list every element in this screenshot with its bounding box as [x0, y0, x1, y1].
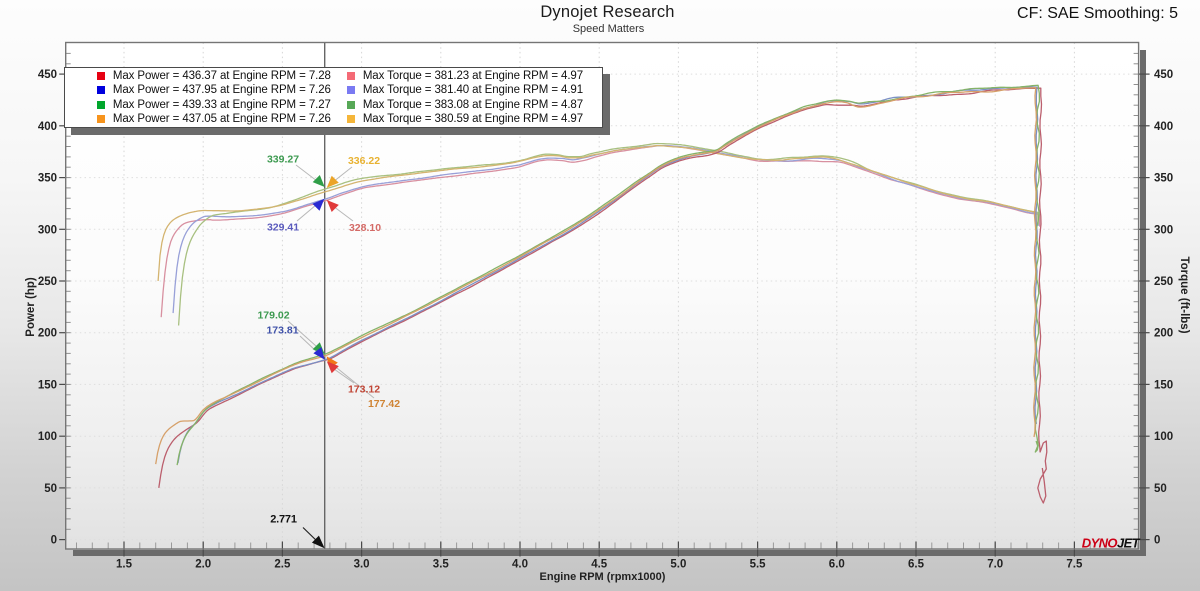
- svg-text:339.27: 339.27: [267, 154, 299, 166]
- svg-text:4.0: 4.0: [512, 559, 528, 571]
- svg-text:150: 150: [38, 379, 57, 391]
- svg-text:7.5: 7.5: [1066, 559, 1083, 571]
- svg-text:400: 400: [1154, 121, 1173, 133]
- svg-text:200: 200: [1154, 328, 1173, 340]
- svg-text:250: 250: [1154, 276, 1173, 288]
- svg-text:0: 0: [1154, 535, 1160, 547]
- svg-text:100: 100: [1154, 431, 1173, 443]
- svg-text:4.5: 4.5: [591, 559, 608, 571]
- svg-text:450: 450: [38, 69, 57, 81]
- svg-text:2.771: 2.771: [270, 514, 297, 526]
- svg-text:5.5: 5.5: [750, 559, 767, 571]
- svg-text:1.5: 1.5: [116, 559, 133, 571]
- svg-text:6.5: 6.5: [908, 559, 925, 571]
- svg-text:200: 200: [38, 328, 57, 340]
- svg-text:100: 100: [38, 431, 57, 443]
- svg-text:DYNOJET: DYNOJET: [1082, 536, 1141, 551]
- svg-text:350: 350: [1154, 173, 1173, 185]
- svg-text:179.02: 179.02: [257, 310, 289, 322]
- svg-text:336.22: 336.22: [348, 155, 380, 167]
- svg-text:173.81: 173.81: [266, 325, 298, 337]
- svg-text:50: 50: [44, 483, 57, 495]
- svg-text:328.10: 328.10: [349, 222, 381, 234]
- svg-text:250: 250: [38, 276, 57, 288]
- svg-text:300: 300: [1154, 224, 1173, 236]
- svg-text:50: 50: [1154, 483, 1167, 495]
- svg-text:3.0: 3.0: [354, 559, 370, 571]
- svg-text:7.0: 7.0: [987, 559, 1003, 571]
- svg-text:150: 150: [1154, 379, 1173, 391]
- svg-text:2.0: 2.0: [195, 559, 211, 571]
- svg-text:400: 400: [38, 121, 57, 133]
- svg-text:300: 300: [38, 224, 57, 236]
- svg-text:450: 450: [1154, 69, 1173, 81]
- svg-text:5.0: 5.0: [670, 559, 686, 571]
- svg-text:177.42: 177.42: [368, 398, 400, 410]
- svg-text:0: 0: [51, 535, 57, 547]
- svg-text:3.5: 3.5: [433, 559, 450, 571]
- svg-text:329.41: 329.41: [267, 222, 299, 234]
- svg-text:173.12: 173.12: [348, 384, 380, 396]
- svg-text:350: 350: [38, 173, 57, 185]
- svg-text:6.0: 6.0: [829, 559, 845, 571]
- svg-text:2.5: 2.5: [274, 559, 291, 571]
